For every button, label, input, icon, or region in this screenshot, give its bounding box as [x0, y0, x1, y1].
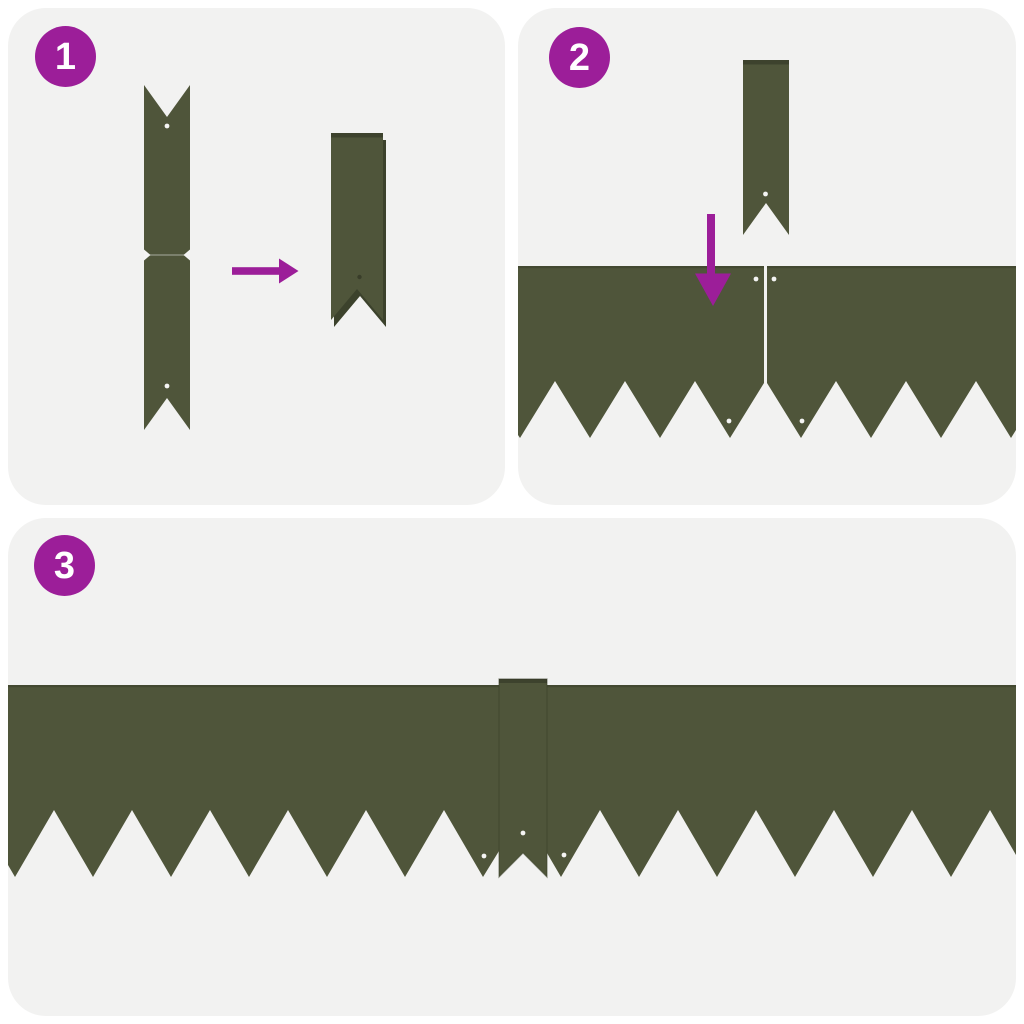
step-3-badge: 3	[34, 535, 95, 596]
step-1-panel	[8, 8, 505, 505]
step-1-number: 1	[54, 35, 77, 78]
step-3-panel	[8, 518, 1016, 1016]
step-2-number: 2	[568, 36, 591, 79]
step-1-badge: 1	[35, 26, 96, 87]
step-2-badge: 2	[549, 27, 610, 88]
step-3-number: 3	[53, 544, 76, 587]
